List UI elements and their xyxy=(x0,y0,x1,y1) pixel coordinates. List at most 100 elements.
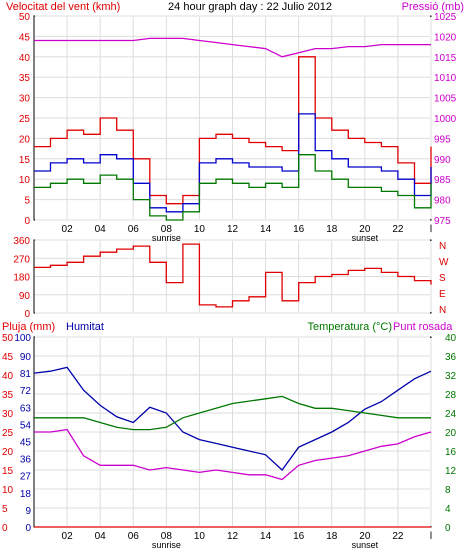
wind-tick-label: 45 xyxy=(19,32,31,43)
rain-tick-label: 15 xyxy=(2,466,14,477)
x-tick-label: 10 xyxy=(194,531,206,542)
compass-label: E xyxy=(439,289,446,300)
x-tick-label: 22 xyxy=(392,224,404,235)
wind-tick-label: 15 xyxy=(19,155,31,166)
rain-tick-label: 5 xyxy=(2,504,8,515)
chart-labels: 24 hour graph day : 22 Julio 2012 Veloci… xyxy=(2,1,464,333)
temperature-tick-label: 4 xyxy=(445,504,451,515)
humidity-tick-label: 81 xyxy=(20,369,32,380)
direction-tick-label: 360 xyxy=(13,236,30,247)
rain-tick-label: 35 xyxy=(2,390,14,401)
rain-tick-label: 50 xyxy=(2,333,14,344)
humidity-axis-title: Humitat xyxy=(66,321,104,333)
chart-series xyxy=(33,37,432,528)
x-tick-label: 20 xyxy=(359,531,371,542)
x-tick-label: 02 xyxy=(62,531,74,542)
humidity-tick-label: 100 xyxy=(14,333,31,344)
rain-tick-label: 40 xyxy=(2,371,14,382)
compass-label: N xyxy=(439,241,446,252)
temperature-tick-label: 20 xyxy=(445,428,457,439)
chart-gridlines xyxy=(35,15,432,528)
temperature-tick-label: 24 xyxy=(445,409,457,420)
dewpoint-series-line xyxy=(34,428,432,481)
sunset-label: sunset xyxy=(352,233,379,243)
x-tick-label: 08 xyxy=(161,531,173,542)
rain-tick-label: 25 xyxy=(2,428,14,439)
pressure-tick-label: 990 xyxy=(434,155,451,166)
temperature-tick-label: 0 xyxy=(445,523,451,534)
wind-tick-label: 20 xyxy=(19,134,31,145)
temperature-tick-label: 32 xyxy=(445,371,457,382)
pressure-tick-label: 995 xyxy=(434,134,451,145)
rain-tick-label: 20 xyxy=(2,447,14,458)
x-tick-label: 18 xyxy=(326,531,338,542)
pressure-tick-label: 1005 xyxy=(434,94,457,105)
rain-tick-label: 0 xyxy=(2,523,8,534)
wind-tick-label: 30 xyxy=(19,94,31,105)
pressure-tick-label: 975 xyxy=(434,216,451,227)
temperature-tick-label: 28 xyxy=(445,390,457,401)
chart-title: 24 hour graph day : 22 Julio 2012 xyxy=(168,1,332,13)
x-tick-label: 06 xyxy=(128,531,140,542)
temperature-tick-label: 8 xyxy=(445,485,451,496)
x-tick-label: 10 xyxy=(194,224,206,235)
pressure-tick-label: 980 xyxy=(434,196,451,207)
wind-tick-label: 40 xyxy=(19,53,31,64)
pressure-tick-label: 985 xyxy=(434,175,451,186)
x-tick-label: 16 xyxy=(293,224,305,235)
sunrise-label: sunrise xyxy=(152,233,181,243)
temperature-tick-label: 40 xyxy=(445,333,457,344)
rain-axis-title: Pluja (mm) xyxy=(2,321,55,333)
compass-label: S xyxy=(439,273,446,284)
temperature-tick-label: 12 xyxy=(445,466,457,477)
temperature-tick-label: 36 xyxy=(445,352,457,363)
pressure-tick-label: 1015 xyxy=(434,53,457,64)
x-tick-label: 14 xyxy=(260,531,272,542)
wind-tick-label: 10 xyxy=(19,175,31,186)
pressure-series-line xyxy=(34,37,431,58)
pressure-tick-label: 1000 xyxy=(434,114,457,125)
x-tick-label: 08 xyxy=(161,224,173,235)
pressure-tick-label: 1020 xyxy=(434,32,457,43)
direction-tick-label: 0 xyxy=(24,309,30,320)
pressure-tick-label: 1025 xyxy=(434,12,457,23)
direction-tick-label: 90 xyxy=(19,291,31,302)
humidity-tick-label: 54 xyxy=(20,420,32,431)
sunrise-label: sunrise xyxy=(152,540,181,550)
pressure-axis-title: Pressió (mb) xyxy=(402,1,464,13)
wind-tick-label: 35 xyxy=(19,73,31,84)
humidity-tick-label: 36 xyxy=(20,455,32,466)
wind-axis-title: Velocitat del vent (kmh) xyxy=(6,1,120,13)
x-tick-label: 20 xyxy=(359,224,371,235)
x-tick-label: 12 xyxy=(227,224,239,235)
direction-tick-label: 270 xyxy=(13,254,30,265)
humidity-tick-label: 72 xyxy=(20,386,32,397)
x-tick-label: 18 xyxy=(326,224,338,235)
rain-tick-label: 45 xyxy=(2,352,14,363)
pressure-tick-label: 1010 xyxy=(434,73,457,84)
direction-tick-label: 180 xyxy=(13,273,30,284)
wind-low-series-line xyxy=(34,154,432,221)
compass-label: W xyxy=(439,257,449,268)
avg-wind-series-line xyxy=(34,113,432,213)
x-tick-label: 22 xyxy=(392,531,404,542)
humidity-tick-label: 0 xyxy=(25,523,31,534)
x-tick-label: 16 xyxy=(293,531,305,542)
wind-tick-label: 25 xyxy=(19,114,31,125)
x-tick-label: 04 xyxy=(95,531,107,542)
dewpoint-axis-title: Punt rosada xyxy=(393,321,453,333)
temperature-series-line xyxy=(34,395,431,431)
x-tick-label: 14 xyxy=(260,224,272,235)
temperature-tick-label: 16 xyxy=(445,447,457,458)
wind-tick-label: 0 xyxy=(24,216,30,227)
rain-tick-label: 30 xyxy=(2,409,14,420)
x-tick-label: 04 xyxy=(95,224,107,235)
humidity-series-line xyxy=(33,366,432,471)
temperature-axis-title: Temperatura (°C) xyxy=(308,321,392,333)
rain-tick-label: 10 xyxy=(2,485,14,496)
compass-label: N xyxy=(439,305,446,316)
humidity-tick-label: 45 xyxy=(20,438,32,449)
wind-tick-label: 5 xyxy=(24,196,30,207)
humidity-tick-label: 18 xyxy=(20,489,32,500)
